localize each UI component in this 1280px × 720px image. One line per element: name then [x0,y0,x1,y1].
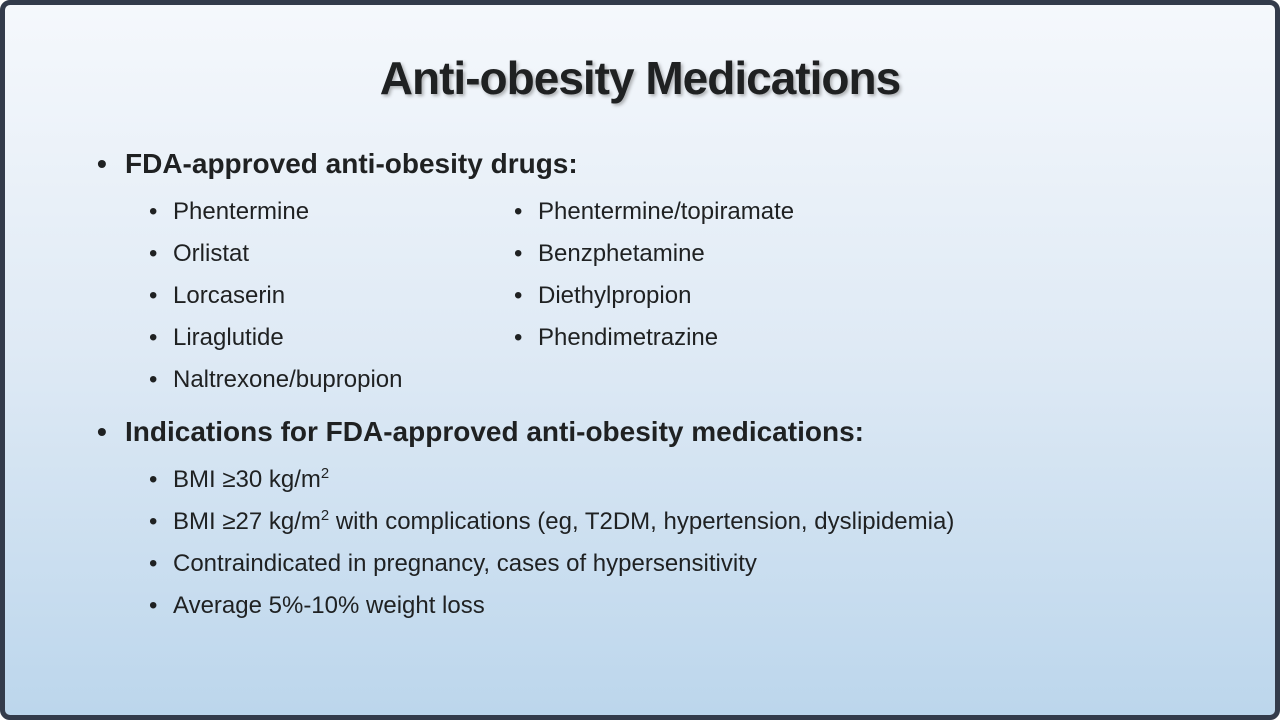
bullet-item: Liraglutide [147,317,512,359]
bullet-item: Lorcaserin [147,275,512,317]
slide-body: • FDA-approved anti-obesity drugs: Phent… [95,145,1245,627]
indications-list: BMI ≥30 kg/m2BMI ≥27 kg/m2 with complica… [147,459,1245,627]
bullet-item: Benzphetamine [512,233,794,275]
bullet-item: BMI ≥27 kg/m2 with complications (eg, T2… [147,501,1245,543]
bullet-item: Phentermine/topiramate [512,191,794,233]
page-title: Anti-obesity Medications [379,52,901,104]
drug-list-left: PhentermineOrlistatLorcaserinLiraglutide… [147,191,512,401]
superscript: 2 [320,466,330,482]
section2-heading-text: Indications for FDA-approved anti-obesit… [125,416,864,447]
drug-columns: PhentermineOrlistatLorcaserinLiraglutide… [95,191,1245,401]
drug-list-right: Phentermine/topiramateBenzphetamineDieth… [512,191,794,401]
bullet-icon: • [97,148,107,179]
superscript: 2 [320,508,330,524]
bullet-item: BMI ≥30 kg/m2 [147,459,1245,501]
bullet-item: Diethylpropion [512,275,794,317]
bullet-item: Average 5%-10% weight loss [147,585,1245,627]
bullet-item: Phendimetrazine [512,317,794,359]
bullet-item: Naltrexone/bupropion [147,359,512,401]
section1-heading: • FDA-approved anti-obesity drugs: [95,145,1245,183]
section2-heading: • Indications for FDA-approved anti-obes… [95,413,1245,451]
bullet-item: Contraindicated in pregnancy, cases of h… [147,543,1245,585]
bullet-item: Phentermine [147,191,512,233]
bullet-icon: • [97,416,107,447]
bullet-item: Orlistat [147,233,512,275]
section1-heading-text: FDA-approved anti-obesity drugs: [125,148,578,179]
